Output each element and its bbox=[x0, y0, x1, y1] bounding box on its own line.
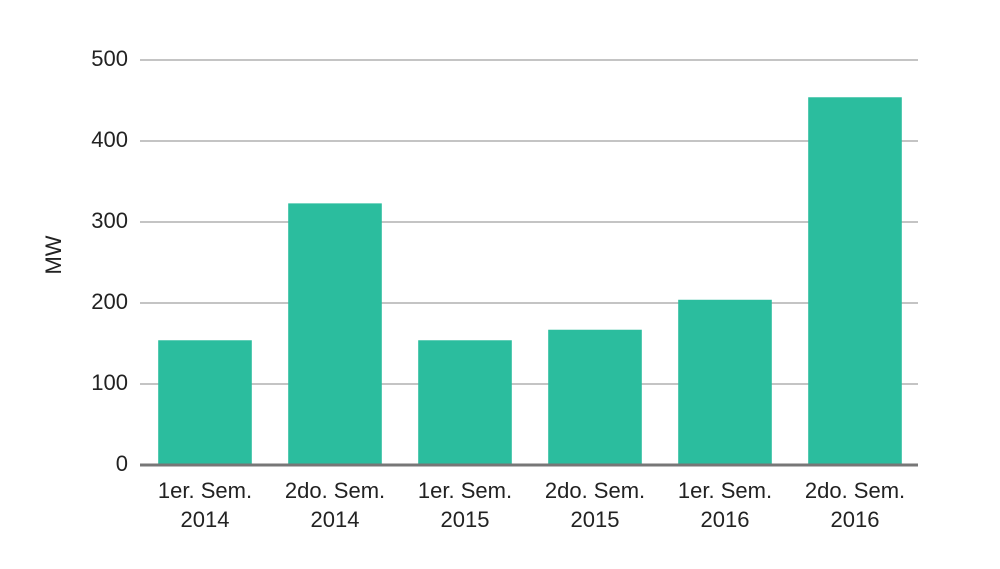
bar bbox=[548, 329, 642, 465]
bar bbox=[288, 203, 382, 465]
y-tick-label: 300 bbox=[91, 208, 128, 233]
y-tick-label: 500 bbox=[91, 46, 128, 71]
bar bbox=[158, 340, 252, 465]
x-tick-label: 2do. Sem. 2016 bbox=[804, 478, 906, 532]
bar bbox=[808, 97, 902, 465]
y-tick-label: 400 bbox=[91, 127, 128, 152]
y-tick-label: 200 bbox=[91, 289, 128, 314]
y-tick-label: 100 bbox=[91, 370, 128, 395]
x-tick-label: 2do. Sem. 2014 bbox=[284, 478, 386, 532]
bar bbox=[678, 299, 772, 465]
bar bbox=[418, 340, 512, 465]
y-tick-label: 0 bbox=[116, 451, 128, 476]
x-tick-label: 2do. Sem. 2015 bbox=[544, 478, 646, 532]
x-tick-label: 1er. Sem. 2016 bbox=[677, 478, 773, 532]
x-tick-label: 1er. Sem. 2014 bbox=[157, 478, 253, 532]
y-axis-label: MW bbox=[41, 235, 66, 274]
x-tick-label: 1er. Sem. 2015 bbox=[417, 478, 513, 532]
